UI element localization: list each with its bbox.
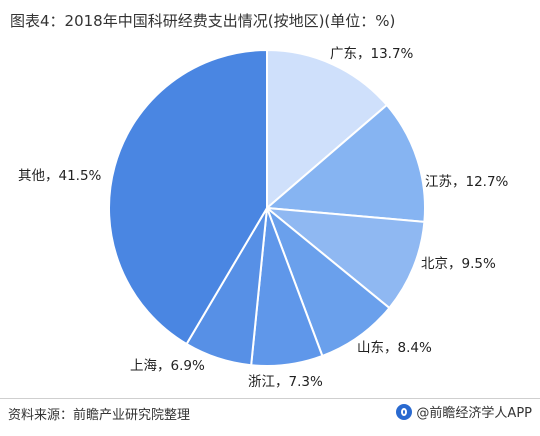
footer-divider: [0, 398, 540, 399]
brand-logo-icon: [396, 403, 413, 420]
pie-slice-其他: [107, 48, 268, 346]
slice-label-广东: 广东，13.7%: [330, 46, 414, 62]
pie-slice-北京: [263, 206, 426, 310]
brand-text: @前瞻经济学人APP: [416, 406, 532, 421]
brand-mark: @前瞻经济学人APP: [396, 402, 532, 421]
pie-slices: [107, 48, 426, 367]
slice-label-江苏: 江苏，12.7%: [425, 174, 509, 190]
pie-slice-江苏: [264, 103, 426, 223]
slice-label-浙江: 浙江，7.3%: [248, 374, 323, 390]
chart-title: 图表4：2018年中国科研经费支出情况(按地区)(单位：%): [10, 12, 396, 30]
slice-label-其他: 其他，41.5%: [18, 168, 102, 184]
slice-label-北京: 北京，9.5%: [421, 256, 496, 272]
slice-label-山东: 山东，8.4%: [357, 340, 432, 356]
pie-slice-广东: [266, 48, 389, 211]
pie-labels: 广东，13.7% 江苏，12.7% 北京，9.5% 山东，8.4% 浙江，7.3% 上海，…: [18, 46, 509, 390]
source-note: 资料来源：前瞻产业研究院整理: [8, 408, 191, 423]
slice-label-上海: 上海，6.9%: [130, 358, 205, 374]
